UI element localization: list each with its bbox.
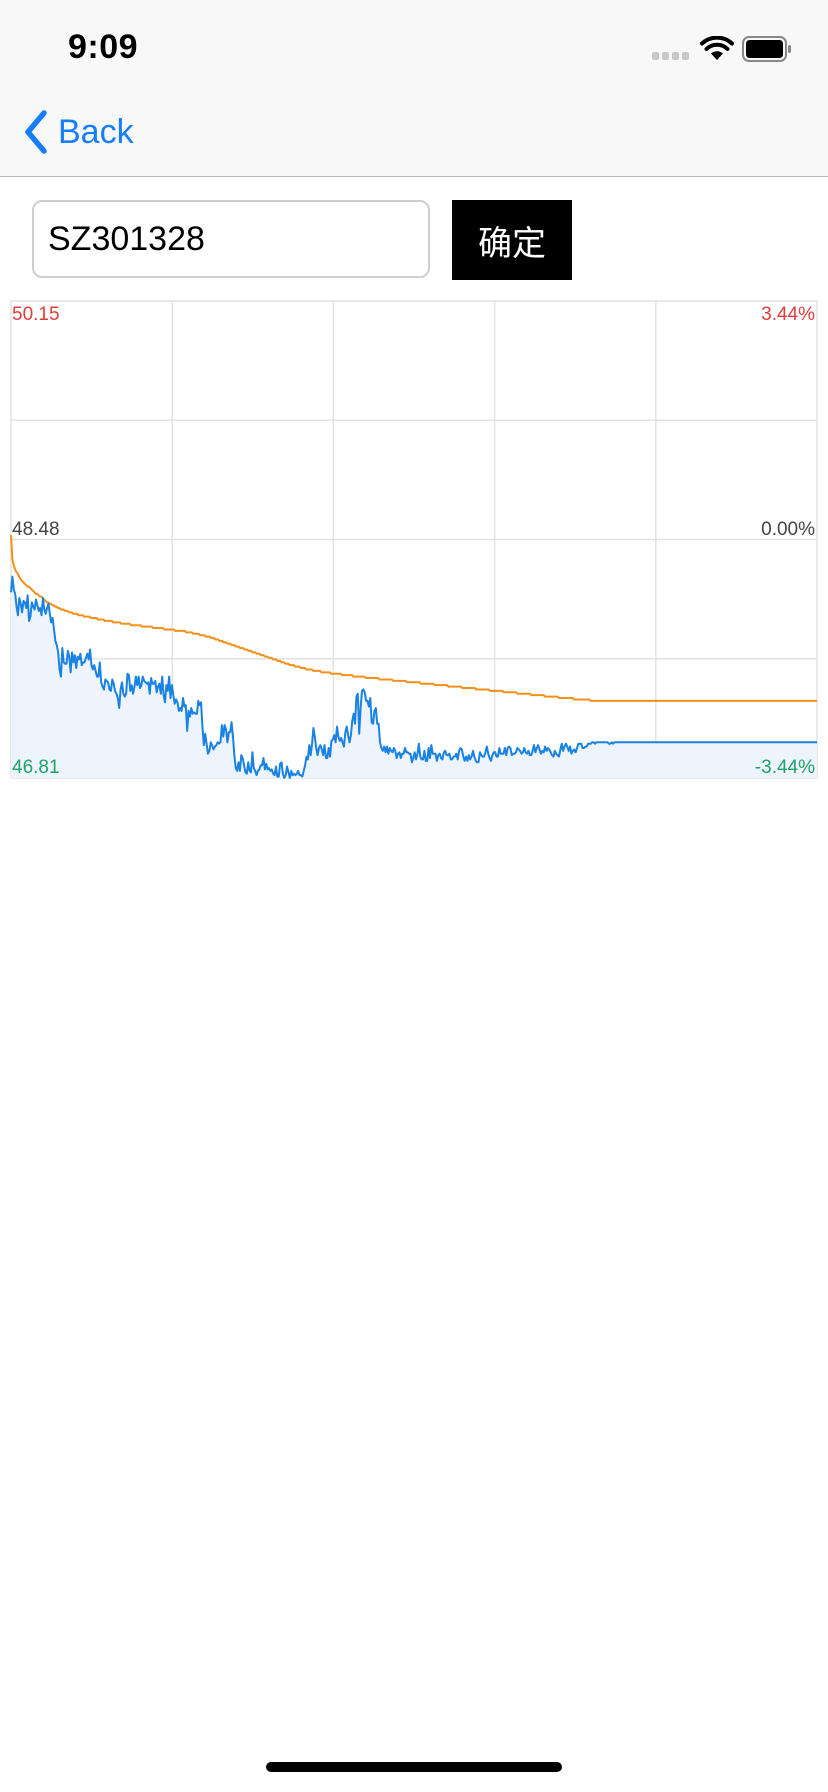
back-button[interactable]: Back bbox=[22, 104, 134, 160]
navigation-bar: Back bbox=[0, 88, 828, 177]
y-left-tick-bottom: 46.81 bbox=[12, 757, 60, 778]
wifi-icon bbox=[700, 36, 734, 60]
home-indicator bbox=[266, 1762, 562, 1772]
battery-icon bbox=[742, 36, 791, 62]
y-right-tick-mid: 0.00% bbox=[761, 519, 815, 540]
average-price-line bbox=[10, 535, 817, 702]
signal-dots-icon bbox=[652, 52, 690, 62]
status-time: 9:09 bbox=[68, 28, 139, 66]
back-label: Back bbox=[58, 112, 134, 151]
chevron-left-icon bbox=[25, 110, 47, 154]
y-right-tick-bottom: -3.44% bbox=[755, 757, 815, 778]
status-bar: 9:09 bbox=[0, 0, 828, 88]
y-right-tick-top: 3.44% bbox=[761, 304, 815, 325]
intraday-chart: 50.15 48.48 46.81 3.44% 0.00% -3.44% bbox=[10, 300, 818, 779]
price-line bbox=[10, 575, 817, 779]
confirm-button[interactable]: 确定 bbox=[452, 200, 572, 280]
stock-code-input[interactable] bbox=[32, 200, 430, 278]
price-area bbox=[11, 576, 817, 778]
y-left-tick-top: 50.15 bbox=[12, 304, 60, 325]
y-left-tick-mid: 48.48 bbox=[12, 519, 60, 540]
